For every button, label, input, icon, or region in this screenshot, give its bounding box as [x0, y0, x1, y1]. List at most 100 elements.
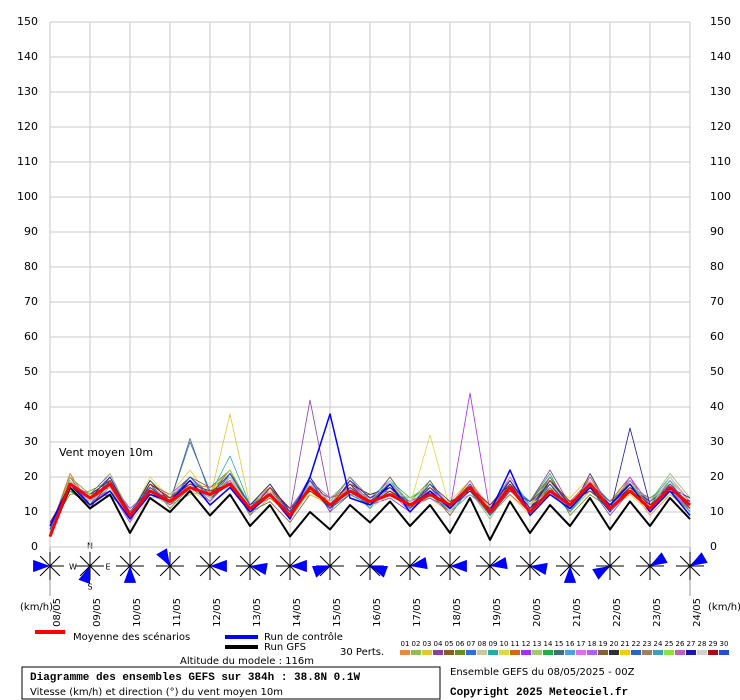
legend-swatch [554, 650, 564, 655]
y2-tick-label: 140 [710, 50, 731, 63]
y-unit-left: (km/h) [20, 602, 53, 613]
legend-label: 09 [489, 640, 498, 648]
x-tick-label: 13/05 [252, 598, 263, 627]
rose-spoke [449, 565, 461, 577]
rose-spoke [319, 555, 331, 567]
rose-spoke [39, 565, 51, 577]
rose-spoke [409, 555, 421, 567]
rose-spoke [209, 555, 221, 567]
rose-spoke [209, 565, 221, 577]
rose-spoke [89, 565, 101, 577]
y-tick-label: 110 [17, 155, 38, 168]
rose-spoke [169, 555, 181, 567]
y2-tick-label: 30 [710, 435, 724, 448]
rose-spoke [79, 555, 91, 567]
y2-tick-label: 40 [710, 400, 724, 413]
legend-swatch [576, 650, 586, 655]
x-tick-label: 12/05 [212, 598, 223, 627]
legend-swatch [664, 650, 674, 655]
rose-spoke [479, 565, 491, 577]
y-tick-label: 10 [24, 505, 38, 518]
rose-spoke [289, 565, 301, 577]
rose-spoke [599, 555, 611, 567]
legend-label: 27 [687, 640, 696, 648]
legend-swatch [697, 650, 707, 655]
y2-tick-label: 70 [710, 295, 724, 308]
chart-title: Diagramme des ensembles GEFS sur 384h : … [30, 672, 360, 684]
y-tick-label: 130 [17, 85, 38, 98]
rose-spoke [169, 565, 181, 577]
legend-label: 21 [621, 640, 630, 648]
legend-label: 17 [577, 640, 586, 648]
rose-spoke [369, 555, 381, 567]
legend-swatch [708, 650, 718, 655]
rose-spoke [609, 555, 621, 567]
rose-spoke [329, 565, 341, 577]
wind-rose [123, 566, 137, 583]
rose-spoke [289, 555, 301, 567]
y-tick-label: 40 [24, 400, 38, 413]
x-tick-label: 22/05 [612, 598, 623, 627]
copyright: Copyright 2025 Meteociel.fr [450, 687, 628, 699]
legend-swatch [719, 650, 729, 655]
rose-spoke [39, 555, 51, 567]
legend-swatch [609, 650, 619, 655]
rose-spoke [199, 565, 211, 577]
legend-label: 15 [555, 640, 564, 648]
legend-swatch [587, 650, 597, 655]
rose-spoke [449, 555, 461, 567]
legend-label: 08 [478, 640, 487, 648]
legend-swatch [411, 650, 421, 655]
legend-swatch [642, 650, 652, 655]
x-tick-label: 19/05 [492, 598, 503, 627]
compass-e: E [105, 563, 110, 572]
x-tick-label: 10/05 [132, 598, 143, 627]
x-tick-label: 23/05 [652, 598, 663, 627]
y-tick-label: 50 [24, 365, 38, 378]
rose-spoke [519, 555, 531, 567]
legend-swatch [543, 650, 553, 655]
legend-label: 23 [643, 640, 652, 648]
y2-tick-label: 130 [710, 85, 731, 98]
rose-spoke [249, 565, 261, 577]
wind-rose [33, 559, 50, 573]
wind-rose [250, 562, 268, 576]
y2-tick-label: 60 [710, 330, 724, 343]
legend-label: 24 [654, 640, 663, 648]
y2-tick-label: 20 [710, 470, 724, 483]
x-tick-label: 21/05 [572, 598, 583, 627]
legend-label: 14 [544, 640, 553, 648]
run-info: Ensemble GEFS du 08/05/2025 - 00Z [450, 667, 635, 678]
compass-s: S [87, 583, 92, 592]
x-tick-label: 08/05 [52, 598, 63, 627]
x-tick-label: 14/05 [292, 598, 303, 627]
wind-rose [290, 559, 307, 573]
legend-label: 07 [467, 640, 476, 648]
legend-label: 10 [500, 640, 509, 648]
rose-spoke [679, 565, 691, 577]
legend-swatch [631, 650, 641, 655]
legend-label: 19 [599, 640, 608, 648]
legend-label: 20 [610, 640, 619, 648]
x-tick-label: 17/05 [412, 598, 423, 627]
y2-tick-label: 100 [710, 190, 731, 203]
rose-spoke [559, 565, 571, 577]
rose-spoke [529, 565, 541, 577]
wind-rose [370, 565, 388, 578]
rose-spoke [359, 555, 371, 567]
legend-label: 05 [445, 640, 454, 648]
rose-spoke [49, 565, 61, 577]
x-tick-label: 09/05 [92, 598, 103, 627]
y-tick-label: 70 [24, 295, 38, 308]
wind-rose [690, 552, 708, 566]
y-tick-label: 140 [17, 50, 38, 63]
wind-rose [78, 566, 91, 584]
legend-label: 11 [511, 640, 520, 648]
x-tick-label: 15/05 [332, 598, 343, 627]
legend-label: 28 [698, 640, 707, 648]
rose-spoke [119, 565, 131, 577]
y-unit-right: (km/h) [708, 602, 740, 613]
y2-tick-label: 80 [710, 260, 724, 273]
rose-spoke [319, 565, 331, 577]
